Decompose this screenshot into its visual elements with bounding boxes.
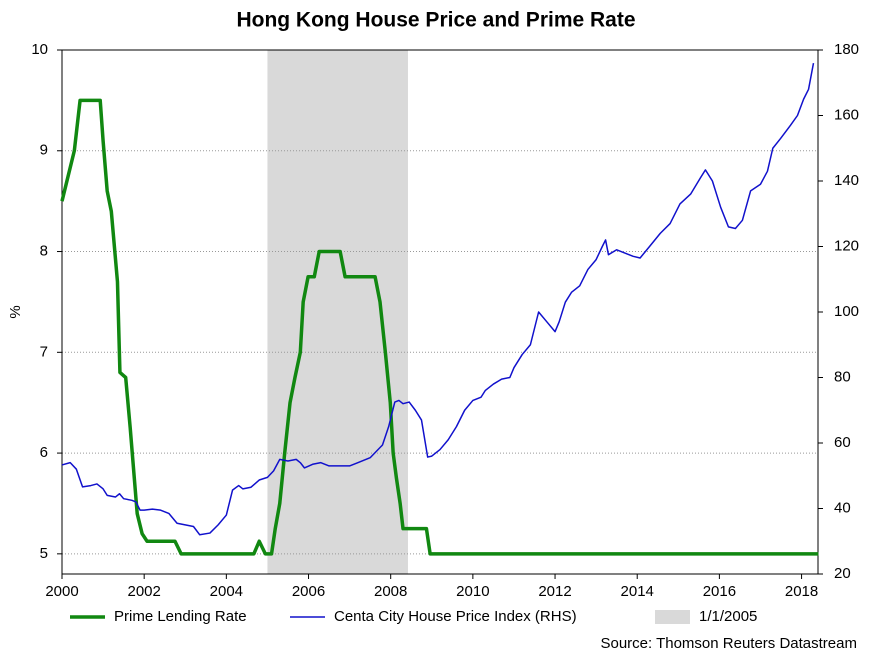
legend-label: Prime Lending Rate [114,608,247,625]
x-tick-label: 2012 [538,583,571,600]
y-tick-label: 9 [40,142,48,159]
y-tick-label: 10 [31,41,48,58]
y2-tick-label: 40 [834,499,851,516]
chart-title: Hong Kong House Price and Prime Rate [236,9,635,32]
x-tick-label: 2014 [621,583,654,600]
y-tick-label: 5 [40,545,48,562]
x-tick-label: 2008 [374,583,407,600]
series-line [60,98,819,556]
y2-tick-label: 100 [834,303,859,320]
x-tick-label: 2002 [127,583,160,600]
shaded-period [267,50,408,574]
legend-swatch [655,610,690,624]
legend-label: 1/1/2005 [699,608,757,625]
x-tick-label: 2010 [456,583,489,600]
y2-tick-label: 20 [834,565,851,582]
y2-tick-label: 140 [834,172,859,189]
x-tick-label: 2000 [45,583,78,600]
series-line [61,62,815,536]
x-tick-label: 2018 [785,583,818,600]
y-tick-label: 6 [40,444,48,461]
y2-tick-label: 120 [834,237,859,254]
legend-label: Centa City House Price Index (RHS) [334,608,577,625]
plot-frame [61,49,819,575]
y2-tick-label: 60 [834,434,851,451]
y2-tick-label: 80 [834,368,851,385]
x-tick-label: 2016 [703,583,736,600]
y2-tick-label: 180 [834,41,859,58]
y-axis-label: % [7,305,24,318]
y-tick-label: 8 [40,243,48,260]
x-tick-label: 2006 [292,583,325,600]
y-tick-label: 7 [40,343,48,360]
x-tick-label: 2004 [210,583,243,600]
y2-tick-label: 160 [834,106,859,123]
source: Source: Thomson Reuters Datastream [600,635,857,652]
